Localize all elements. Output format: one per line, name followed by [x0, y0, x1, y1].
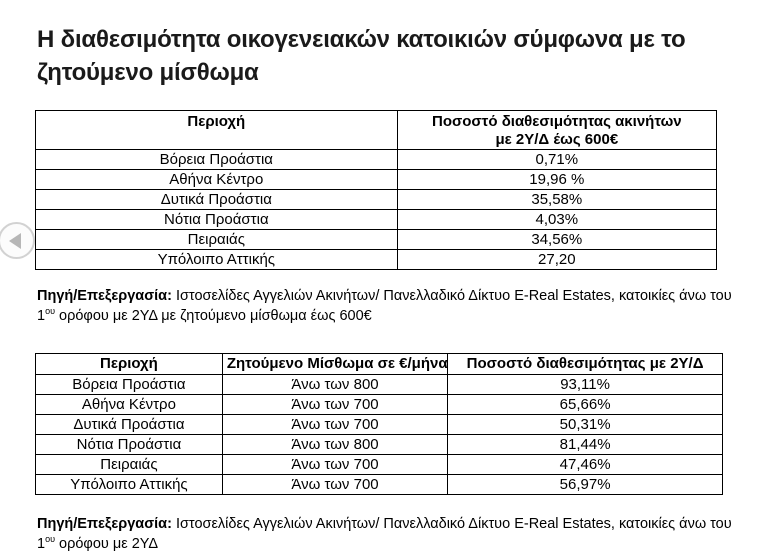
value-cell: 0,71% — [396, 149, 718, 170]
region-cell: Δυτικά Προάστια — [35, 189, 398, 210]
value-cell: 19,96 % — [396, 169, 718, 190]
page-title: Η διαθεσιμότητα οικογενειακών κατοικιών … — [37, 26, 686, 87]
value-cell: 65,66% — [447, 394, 723, 415]
source-note-2: Πηγή/Επεξεργασία: Ιστοσελίδες Αγγελιών Α… — [37, 514, 753, 554]
ordinal-superscript: ου — [45, 305, 56, 316]
region-cell: Υπόλοιπο Αττικής — [35, 474, 223, 495]
table-header-row: Περιοχή Ποσοστό διαθεσιμότητας ακινήτων … — [35, 110, 718, 150]
value-cell: 81,44% — [447, 434, 723, 455]
table-row: Υπόλοιπο Αττικής Άνω των 700 56,97% — [35, 474, 723, 495]
region-cell: Νότια Προάστια — [35, 434, 223, 455]
value-cell: 35,58% — [396, 189, 718, 210]
region-cell: Βόρεια Προάστια — [35, 374, 223, 395]
column-header-line2: με 2Υ/Δ έως 600€ — [495, 131, 619, 148]
table-header-row: Περιοχή Ζητούμενο Μίσθωμα σε €/μήνα Ποσο… — [35, 353, 723, 375]
column-header-rent: Ζητούμενο Μίσθωμα σε €/μήνα — [221, 353, 449, 375]
value-cell: 27,20 — [396, 249, 718, 270]
table-row: Αθήνα Κέντρο Άνω των 700 65,66% — [35, 394, 723, 415]
table-row: Νότια Προάστια Άνω των 800 81,44% — [35, 434, 723, 455]
region-cell: Βόρεια Προάστια — [35, 149, 398, 170]
table-row: Δυτικά Προάστια Άνω των 700 50,31% — [35, 414, 723, 435]
region-cell: Πειραιάς — [35, 454, 223, 475]
availability-by-region-table: Περιοχή Ποσοστό διαθεσιμότητας ακινήτων … — [35, 110, 718, 270]
rent-cell: Άνω των 700 — [221, 454, 449, 475]
column-header-region: Περιοχή — [35, 353, 223, 375]
source-text-continued: ορόφου με 2ΥΔ με ζητούμενο μίσθωμα έως 6… — [55, 307, 372, 324]
source-text: Ιστοσελίδες Αγγελιών Ακινήτων/ Πανελλαδι… — [37, 515, 732, 552]
rent-cell: Άνω των 700 — [221, 414, 449, 435]
region-cell: Αθήνα Κέντρο — [35, 169, 398, 190]
chevron-left-icon — [9, 232, 21, 249]
table-row: Νότια Προάστια 4,03% — [35, 209, 718, 230]
table-row: Πειραιάς 34,56% — [35, 229, 718, 250]
source-label: Πηγή/Επεξεργασία: — [37, 287, 172, 304]
rent-cell: Άνω των 700 — [221, 394, 449, 415]
value-cell: 34,56% — [396, 229, 718, 250]
table-row: Βόρεια Προάστια Άνω των 800 93,11% — [35, 374, 723, 395]
ordinal-superscript: ου — [45, 533, 56, 544]
rent-cell: Άνω των 800 — [221, 374, 449, 395]
region-cell: Πειραιάς — [35, 229, 398, 250]
value-cell: 56,97% — [447, 474, 723, 495]
region-cell: Νότια Προάστια — [35, 209, 398, 230]
value-cell: 4,03% — [396, 209, 718, 230]
rent-cell: Άνω των 800 — [221, 434, 449, 455]
source-text-continued: ορόφου με 2ΥΔ — [55, 535, 159, 552]
rent-cell: Άνω των 700 — [221, 474, 449, 495]
source-note-1: Πηγή/Επεξεργασία: Ιστοσελίδες Αγγελιών Α… — [37, 286, 753, 326]
table-row: Δυτικά Προάστια 35,58% — [35, 189, 718, 210]
column-header-line1: Ποσοστό διαθεσιμότητας ακινήτων — [431, 113, 682, 130]
value-cell: 47,46% — [447, 454, 723, 475]
column-header-availability: Ποσοστό διαθεσιμότητας ακινήτων με 2Υ/Δ … — [396, 110, 718, 150]
column-header-region: Περιοχή — [35, 110, 398, 150]
value-cell: 93,11% — [447, 374, 723, 395]
region-cell: Υπόλοιπο Αττικής — [35, 249, 398, 270]
table-row: Βόρεια Προάστια 0,71% — [35, 149, 718, 170]
carousel-prev-button[interactable] — [0, 222, 35, 259]
source-text: Ιστοσελίδες Αγγελιών Ακινήτων/ Πανελλαδι… — [37, 287, 732, 324]
table-row: Πειραιάς Άνω των 700 47,46% — [35, 454, 723, 475]
value-cell: 50,31% — [447, 414, 723, 435]
table-row: Αθήνα Κέντρο 19,96 % — [35, 169, 718, 190]
availability-by-rent-table: Περιοχή Ζητούμενο Μίσθωμα σε €/μήνα Ποσο… — [35, 353, 723, 495]
column-header-availability: Ποσοστό διαθεσιμότητας με 2Υ/Δ — [447, 353, 723, 375]
table-row: Υπόλοιπο Αττικής 27,20 — [35, 249, 718, 270]
region-cell: Αθήνα Κέντρο — [35, 394, 223, 415]
region-cell: Δυτικά Προάστια — [35, 414, 223, 435]
source-label: Πηγή/Επεξεργασία: — [37, 515, 172, 532]
